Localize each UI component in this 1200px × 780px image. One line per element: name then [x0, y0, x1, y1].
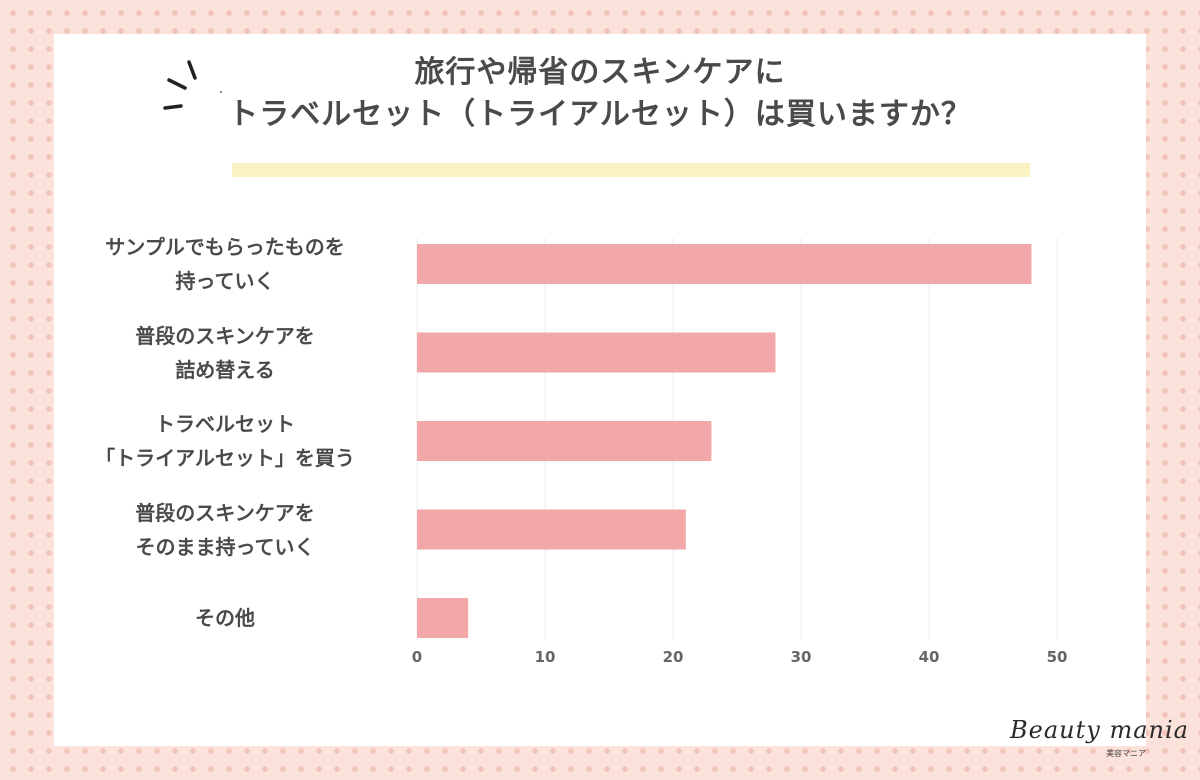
category-label-line: 普段のスキンケアを	[135, 323, 315, 348]
bar	[417, 332, 776, 373]
bar	[417, 598, 469, 638]
category-label-line: トラベルセット	[155, 412, 295, 436]
sparkle-icon	[163, 60, 222, 110]
category-label-line: 普段のスキンケアを	[135, 500, 315, 525]
category-label: 普段のスキンケアを そのまま持っていく	[60, 496, 390, 564]
brand-logo: Beauty mania	[1010, 716, 1189, 744]
category-label-line: その他	[195, 606, 255, 630]
x-tick-label: 10	[534, 648, 556, 666]
brand-logo-subtitle: 美容マニア	[1106, 749, 1146, 758]
x-tick-label: 30	[790, 648, 812, 666]
category-label-line: そのまま持っていく	[135, 534, 315, 559]
category-label-line: サンプルでもらったものを	[105, 235, 345, 259]
chart-title-line-2: トラベルセット（トライアルセット）は買いますか？	[228, 97, 972, 132]
bar	[417, 421, 712, 461]
chart-title: 旅行や帰省のスキンケアに トラベルセット（トライアルセット）は買いますか？	[0, 52, 1200, 136]
chart-title-line-1: 旅行や帰省のスキンケアに	[414, 55, 786, 90]
category-label-line: 持っていく	[175, 269, 275, 293]
category-label: トラベルセット「トライアルセット」を買う	[60, 407, 390, 475]
category-label-line: 「トライアルセット」を買う	[95, 446, 355, 470]
chart-card	[54, 34, 1146, 746]
bar	[417, 244, 1032, 284]
x-tick-label: 0	[411, 648, 423, 666]
x-tick-label: 20	[662, 648, 684, 666]
title-highlight	[232, 163, 1030, 177]
category-label: サンプルでもらったものを 持っていく	[60, 230, 390, 298]
category-label: 普段のスキンケアを 詰め替える	[60, 319, 390, 387]
bar	[417, 509, 686, 550]
category-label: その他	[60, 601, 390, 635]
category-label-line: 詰め替える	[175, 357, 275, 382]
x-tick-label: 40	[918, 648, 940, 666]
x-tick-label: 50	[1046, 648, 1068, 666]
